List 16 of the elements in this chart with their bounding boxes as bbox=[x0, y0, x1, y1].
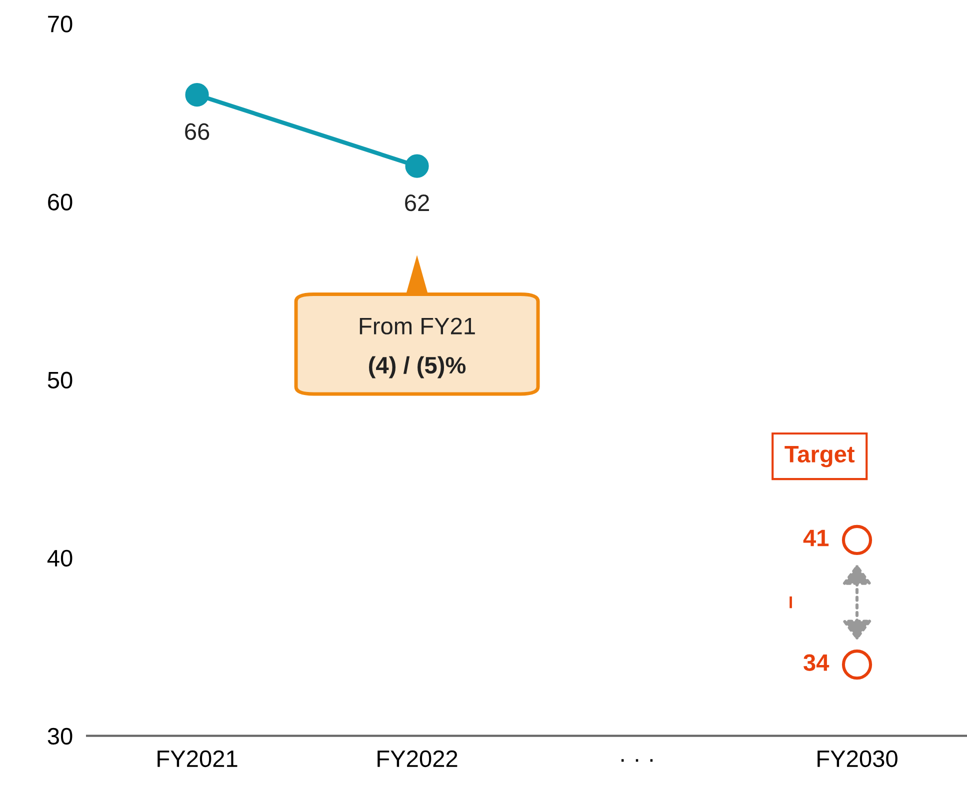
data-label: 66 bbox=[185, 123, 210, 140]
data-label: 34 bbox=[804, 654, 830, 671]
x-tick-label: · · · bbox=[621, 759, 653, 762]
annotation: – bbox=[790, 596, 792, 608]
data-label: 62 bbox=[405, 194, 429, 212]
x-tick-label: FY2022 bbox=[378, 750, 458, 768]
data-label: 41 bbox=[803, 530, 829, 546]
y-tick-label: 40 bbox=[47, 550, 72, 567]
y-tick-label: 60 bbox=[48, 194, 72, 210]
x-tick-label: FY2030 bbox=[818, 750, 898, 768]
y-tick-label: 70 bbox=[48, 16, 72, 32]
x-tick-label: FY2021 bbox=[158, 750, 238, 768]
annotation: Target bbox=[784, 446, 855, 468]
y-tick-label: 50 bbox=[48, 372, 72, 389]
y-tick-label: 30 bbox=[48, 728, 72, 745]
annotation: From FY21 (4) / (5)% bbox=[360, 318, 475, 378]
